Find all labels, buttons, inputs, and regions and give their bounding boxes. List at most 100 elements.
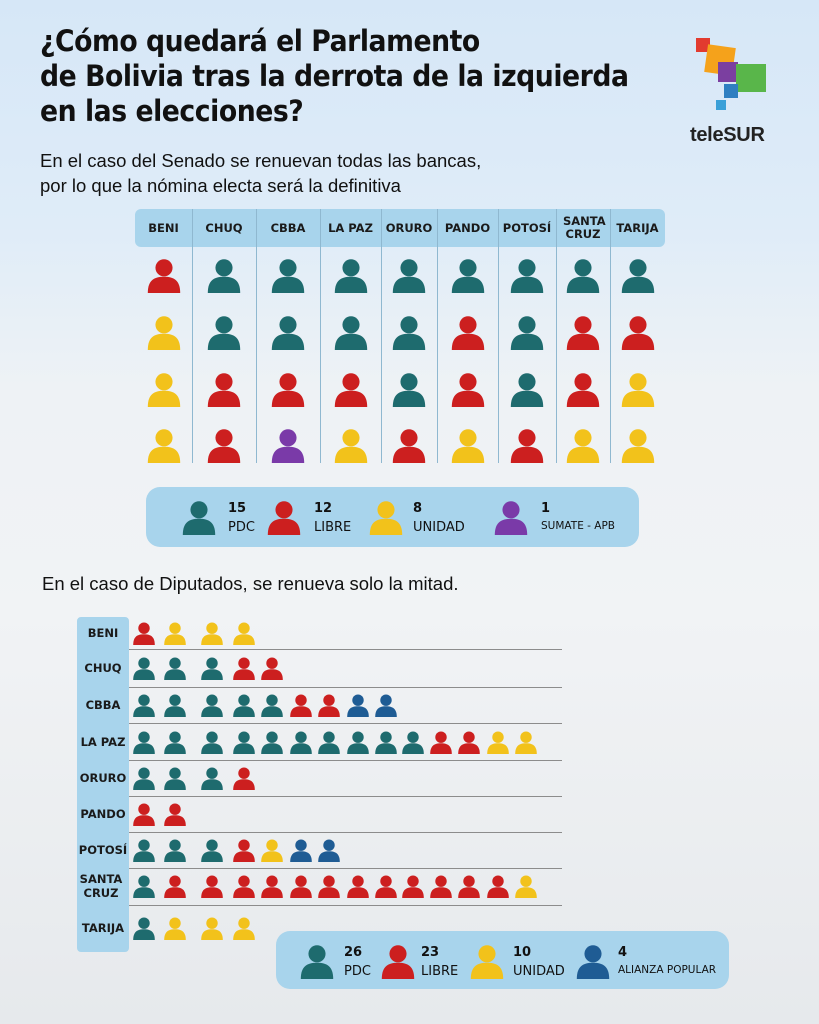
- senate-seat-pdc-icon: [207, 316, 241, 350]
- senate-seat-libre-icon: [207, 373, 241, 407]
- senate-seat-pdc-icon: [566, 259, 600, 293]
- senate-seat-unidad-icon: [451, 429, 484, 463]
- deputies-seat-libre-icon: [430, 875, 452, 898]
- deputies-seat-unidad-icon: [261, 839, 283, 862]
- senate-seat-pdc-icon: [392, 373, 426, 407]
- deputies-row-label: CBBA: [85, 698, 121, 712]
- deputies-legend-pdc-icon: [300, 945, 334, 979]
- deputies-seat-pdc-icon: [164, 694, 186, 717]
- senate-column-divider: [498, 209, 499, 463]
- senate-seat-libre-icon: [621, 316, 654, 350]
- deputies-legend-unidad-icon: [470, 945, 504, 979]
- senate-legend-name: UNIDAD: [413, 520, 465, 535]
- senate-column-label: CBBA: [270, 220, 306, 235]
- title-line: ¿Cómo quedará el Parlamento: [40, 24, 480, 58]
- senate-seat-libre-icon: [207, 429, 241, 463]
- deputies-labels-column: BENI CHUQ CBBA LA PAZ ORURO PANDO POTOSÍ SANTA …: [77, 617, 129, 952]
- deputies-seat-libre-icon: [402, 875, 424, 898]
- deputies-seat-pdc-icon: [164, 657, 186, 680]
- deputies-legend-count: 10: [513, 945, 532, 960]
- senate-legend-name: PDC: [228, 520, 255, 535]
- senate-seat-unidad-icon: [147, 316, 180, 350]
- senate-column-divider: [192, 209, 193, 463]
- senate-legend-unidad-icon: [369, 501, 403, 535]
- deputies-seat-pdc-icon: [261, 731, 283, 754]
- deputies-seat-unidad-icon: [164, 917, 186, 940]
- deputies-seat-pdc-icon: [402, 731, 424, 754]
- deputies-row-label: POTOSÍ: [78, 843, 128, 857]
- senate-seat-libre-icon: [566, 316, 600, 350]
- deputies-intro: En el caso de Diputados, se renueva solo…: [42, 573, 459, 594]
- deputies-seat-libre-icon: [261, 875, 283, 898]
- deputies-seat-libre-icon: [133, 803, 155, 826]
- deputies-seat-pdc-icon: [133, 657, 155, 680]
- deputies-seat-ap-icon: [318, 839, 340, 862]
- deputies-seat-pdc-icon: [233, 694, 255, 717]
- senate-legend-name: SUMATE - APB: [541, 520, 616, 532]
- senate-seat-libre-icon: [566, 373, 600, 407]
- deputies-seat-ap-icon: [347, 694, 369, 717]
- deputies-seat-unidad-icon: [233, 622, 255, 645]
- deputies-seat-libre-icon: [290, 694, 312, 717]
- deputies-legend-count: 4: [618, 945, 628, 960]
- senate-seat-pdc-icon: [392, 316, 426, 350]
- deputies-seat-libre-icon: [133, 622, 155, 645]
- deputies-seat-unidad-icon: [233, 917, 255, 940]
- senate-column-divider: [320, 209, 321, 463]
- deputies-row-divider: [129, 868, 562, 869]
- deputies-seat-ap-icon: [290, 839, 312, 862]
- deputies-seat-pdc-icon: [133, 917, 155, 940]
- senate-seat-unidad-icon: [621, 373, 654, 407]
- deputies-legend-count: 26: [344, 945, 363, 960]
- deputies-seat-pdc-icon: [290, 731, 312, 754]
- deputies-seat-unidad-icon: [487, 731, 509, 754]
- deputies-seat-libre-icon: [233, 875, 255, 898]
- deputies-seat-pdc-icon: [201, 694, 223, 717]
- deputies-seat-libre-icon: [458, 875, 480, 898]
- deputies-seat-ap-icon: [375, 694, 397, 717]
- deputies-row-label: LA PAZ: [80, 735, 126, 749]
- page-title: ¿Cómo quedará el Parlamento de Bolivia t…: [40, 24, 629, 129]
- telesur-wordmark: teleSUR: [690, 124, 765, 146]
- deputies-row-divider: [129, 687, 562, 688]
- senate-column-label: ORURO: [385, 220, 433, 235]
- deputies-legend-name: LIBRE: [421, 964, 459, 979]
- subtitle-line: por lo que la nómina electa será la defi…: [40, 175, 401, 196]
- senate-column-label: LA PAZ: [328, 220, 373, 235]
- deputies-seat-libre-icon: [318, 694, 340, 717]
- deputies-legend-name: PDC: [344, 964, 371, 979]
- deputies-legend-name: ALIANZA POPULAR: [618, 964, 717, 976]
- deputies-row-label: SANTA CRUZ: [79, 872, 123, 900]
- deputies-seat-pdc-icon: [133, 875, 155, 898]
- senate-legend-libre-icon: [267, 501, 301, 535]
- senate-seat-libre-icon: [271, 373, 305, 407]
- deputies-row-divider: [129, 723, 562, 724]
- senate-legend-count: 15: [228, 501, 247, 516]
- senate-legend-name: LIBRE: [314, 520, 352, 535]
- senate-seat-unidad-icon: [147, 373, 180, 407]
- senate-seat-sumate-icon: [271, 429, 305, 463]
- senate-column-label: PANDO: [444, 220, 491, 235]
- deputies-row-label: PANDO: [80, 807, 126, 821]
- deputies-legend-libre-icon: [381, 945, 415, 979]
- deputies-seat-unidad-icon: [515, 731, 537, 754]
- deputies-seat-unidad-icon: [515, 875, 537, 898]
- subtitle: En el caso del Senado se renuevan todas …: [40, 148, 600, 198]
- senate-column-divider: [610, 209, 611, 463]
- deputies-seat-pdc-icon: [133, 731, 155, 754]
- senate-seat-libre-icon: [510, 429, 544, 463]
- senate-seat-libre-icon: [392, 429, 426, 463]
- senate-legend-count: 12: [314, 501, 333, 516]
- deputies-seat-unidad-icon: [201, 622, 223, 645]
- deputies-seat-libre-icon: [233, 657, 255, 680]
- deputies-seat-pdc-icon: [164, 839, 186, 862]
- deputies-seat-libre-icon: [290, 875, 312, 898]
- senate-seat-unidad-icon: [621, 429, 654, 463]
- senate-column-label: CHUQ: [205, 220, 243, 235]
- deputies-seat-libre-icon: [347, 875, 369, 898]
- deputies-seat-unidad-icon: [201, 917, 223, 940]
- senate-seat-libre-icon: [147, 259, 180, 293]
- deputies-seat-libre-icon: [318, 875, 340, 898]
- deputies-seat-pdc-icon: [318, 731, 340, 754]
- deputies-seat-libre-icon: [375, 875, 397, 898]
